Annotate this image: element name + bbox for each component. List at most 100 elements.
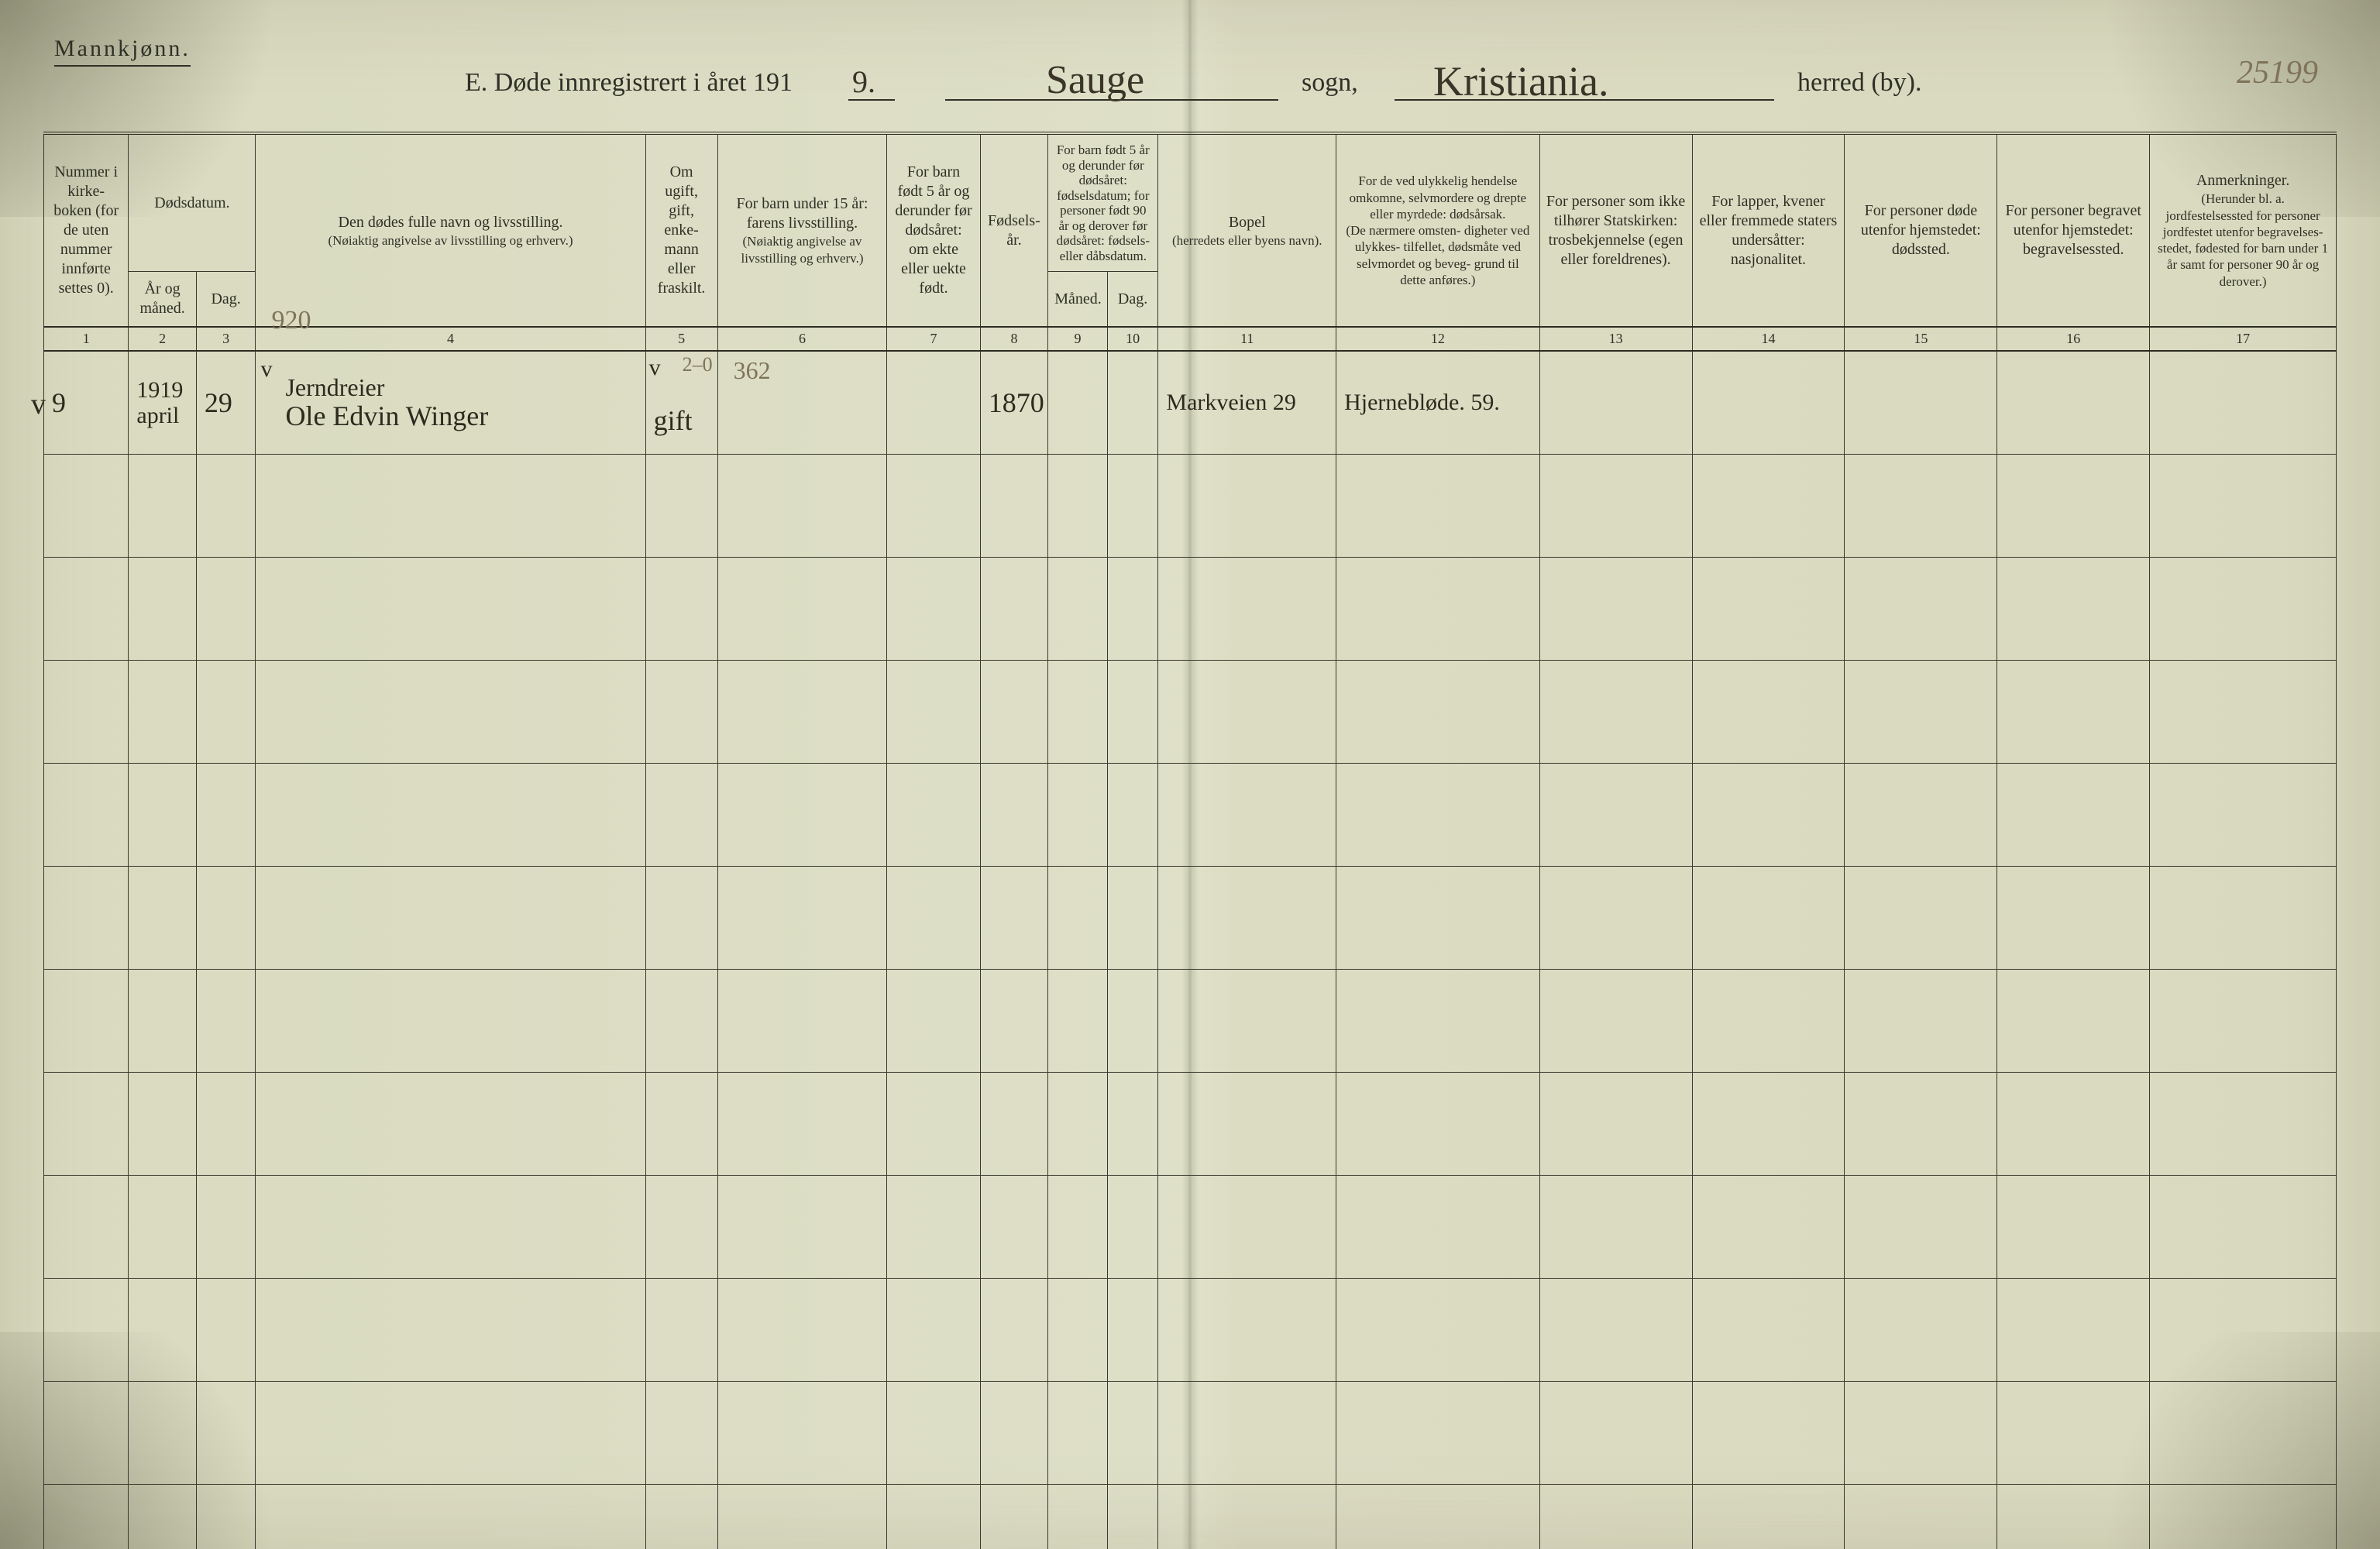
col-head-main: Den dødes fulle navn og livsstilling. [262,213,638,232]
table-row [44,558,2337,661]
table-body: 9 1919 april 29 v Jerndreier Ole Edvin W… [44,351,2337,1549]
cell [887,661,980,764]
cell [1539,764,1692,867]
col-num: 5 [645,327,717,351]
cell [645,1176,717,1279]
cell [1048,867,1108,970]
cell [44,1279,129,1382]
col-subhead: År og måned. [129,272,197,328]
cell [1048,764,1108,867]
cell-father: 362 [717,351,887,455]
cell [1336,1073,1540,1176]
cell [1845,1176,1997,1279]
col-head: For personer begravet utenfor hjemstedet… [1997,133,2150,327]
cell-birth-month [1048,351,1108,455]
cell [980,867,1048,970]
cell [1692,1382,1845,1485]
cell [1997,1073,2150,1176]
cell [1539,1176,1692,1279]
cell [256,1073,645,1176]
cell [887,1485,980,1549]
cell [1048,970,1108,1073]
table-row [44,661,2337,764]
cell [256,1485,645,1549]
table-row [44,1382,2337,1485]
gender-label: Mannkjønn. [54,36,191,67]
cell [1997,558,2150,661]
cell [256,1176,645,1279]
col-head: For de ved ulykkelig hendelse omkomne, s… [1336,133,1540,327]
cell-legitimacy [887,351,980,455]
cell [196,1382,256,1485]
cell-marital: v 2–0 gift [645,351,717,455]
cell [2150,1176,2337,1279]
column-number-row: 1 2 3 4 920 5 6 7 8 9 10 11 12 13 [44,327,2337,351]
cell [717,1279,887,1382]
col-num: 13 [1539,327,1692,351]
cell [717,764,887,867]
table-row: 9 1919 april 29 v Jerndreier Ole Edvin W… [44,351,2337,455]
sogn-label: sogn, [1302,68,1358,98]
cell [1336,764,1540,867]
cell [129,1382,197,1485]
cell [1107,661,1158,764]
herred-label: herred (by). [1797,68,1921,98]
cell [256,867,645,970]
col-num: 9 [1048,327,1108,351]
cell [887,455,980,558]
cell [1997,455,2150,558]
cell [196,661,256,764]
cell [44,455,129,558]
cell [645,661,717,764]
cell [1692,455,1845,558]
cell [1048,455,1108,558]
cell [1336,867,1540,970]
col-subhead: Måned. [1048,272,1108,328]
col-num: 1 [44,327,129,351]
cell [44,558,129,661]
cell [1336,1176,1540,1279]
cell [129,1279,197,1382]
cell [1539,1485,1692,1549]
col-num: 10 [1107,327,1158,351]
cell [256,558,645,661]
cell-name: v Jerndreier Ole Edvin Winger [256,351,645,455]
col-num: 17 [2150,327,2337,351]
cell [1158,661,1336,764]
col-head-main: For barn under 15 år: farens livsstillin… [724,194,881,233]
cell [196,1176,256,1279]
cell [2150,1279,2337,1382]
cell [2150,1382,2337,1485]
cell [256,455,645,558]
col-head: For barn under 15 år: farens livsstillin… [717,133,887,327]
cell [1336,1382,1540,1485]
cell [645,970,717,1073]
cell [645,764,717,867]
cell [1997,970,2150,1073]
cell [887,558,980,661]
cell-year: 1919 [136,378,188,403]
cell [1048,1073,1108,1176]
cell [129,1485,197,1549]
cell [1158,1382,1336,1485]
ledger-table-wrap: Nummer i kirke- boken (for de uten numme… [43,132,2337,1549]
cell [129,558,197,661]
table-head: Nummer i kirke- boken (for de uten numme… [44,133,2337,327]
cell [196,1073,256,1176]
cell-year-month: 1919 april [129,351,197,455]
cell-value: gift [654,404,710,437]
cell [1692,867,1845,970]
occupation: Jerndreier [285,375,637,401]
cell [1336,455,1540,558]
cell [980,1279,1048,1382]
col-num: 2 [129,327,197,351]
cell-birth-day [1107,351,1158,455]
cell [1692,558,1845,661]
cell [1336,1485,1540,1549]
cell [1107,1485,1158,1549]
year-handwritten: 9. [852,64,875,100]
cell [887,1382,980,1485]
cell [645,1485,717,1549]
cell [1692,351,1845,455]
cell [1158,1176,1336,1279]
